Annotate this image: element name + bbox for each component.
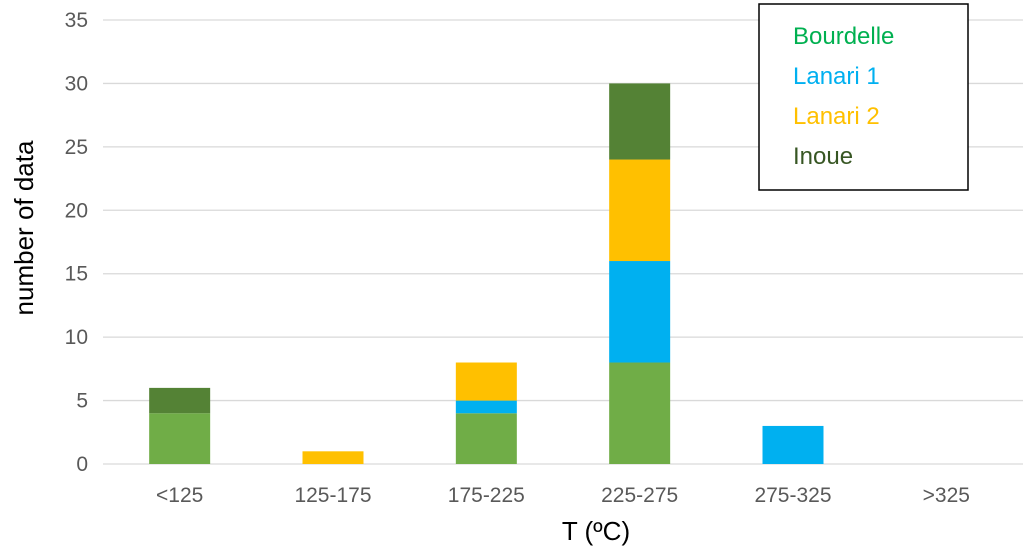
x-tick-label-3: 225-275	[601, 484, 678, 507]
bar-segment-1-4	[762, 425, 824, 464]
legend-items: Bourdelle Lanari 1 Lanari 2 Inoue	[793, 23, 894, 170]
legend: Bourdelle Lanari 1 Lanari 2 Inoue	[758, 3, 969, 191]
legend-entry-0: Bourdelle	[793, 23, 894, 50]
x-tick-label-0: <125	[156, 484, 203, 507]
gridlines	[103, 19, 1023, 465]
x-tick-label-2: 175-225	[448, 484, 525, 507]
bar-segment-3-0	[149, 387, 211, 414]
legend-box	[758, 3, 969, 191]
y-tick-label-4: 20	[65, 199, 88, 222]
bar-segment-0-2	[455, 413, 517, 464]
y-tick-label-6: 30	[65, 72, 88, 95]
y-tick-label-7: 35	[65, 9, 88, 32]
x-tick-label-4: 275-325	[754, 484, 831, 507]
x-tick-label-1: 125-175	[294, 484, 371, 507]
bars	[149, 83, 824, 464]
bar-segment-3-3	[609, 83, 671, 160]
bar-segment-2-1	[302, 451, 364, 464]
x-axis-title: T (ºC)	[562, 516, 630, 546]
bar-segment-0-0	[149, 413, 211, 464]
y-tick-label-3: 15	[65, 263, 88, 286]
y-tick-labels: 0 5 10 15 20 25 30 35	[65, 9, 88, 476]
bar-segment-1-3	[609, 261, 671, 363]
bar-segment-2-3	[609, 159, 671, 262]
x-tick-labels: <125 125-175 175-225 225-275 275-325 >325	[156, 484, 970, 507]
y-tick-label-1: 5	[76, 390, 88, 413]
legend-entry-2: Lanari 2	[793, 103, 880, 130]
legend-entry-3: Inoue	[793, 143, 853, 170]
bar-segment-0-3	[609, 362, 671, 464]
x-tick-label-5: >325	[923, 484, 970, 507]
y-tick-label-2: 10	[65, 326, 88, 349]
legend-entry-1: Lanari 1	[793, 63, 880, 90]
bar-segment-2-2	[455, 362, 517, 401]
y-tick-label-5: 25	[65, 136, 88, 159]
bar-segment-1-2	[455, 400, 517, 414]
y-tick-label-0: 0	[76, 453, 88, 476]
y-axis-title: number of data	[9, 140, 39, 315]
